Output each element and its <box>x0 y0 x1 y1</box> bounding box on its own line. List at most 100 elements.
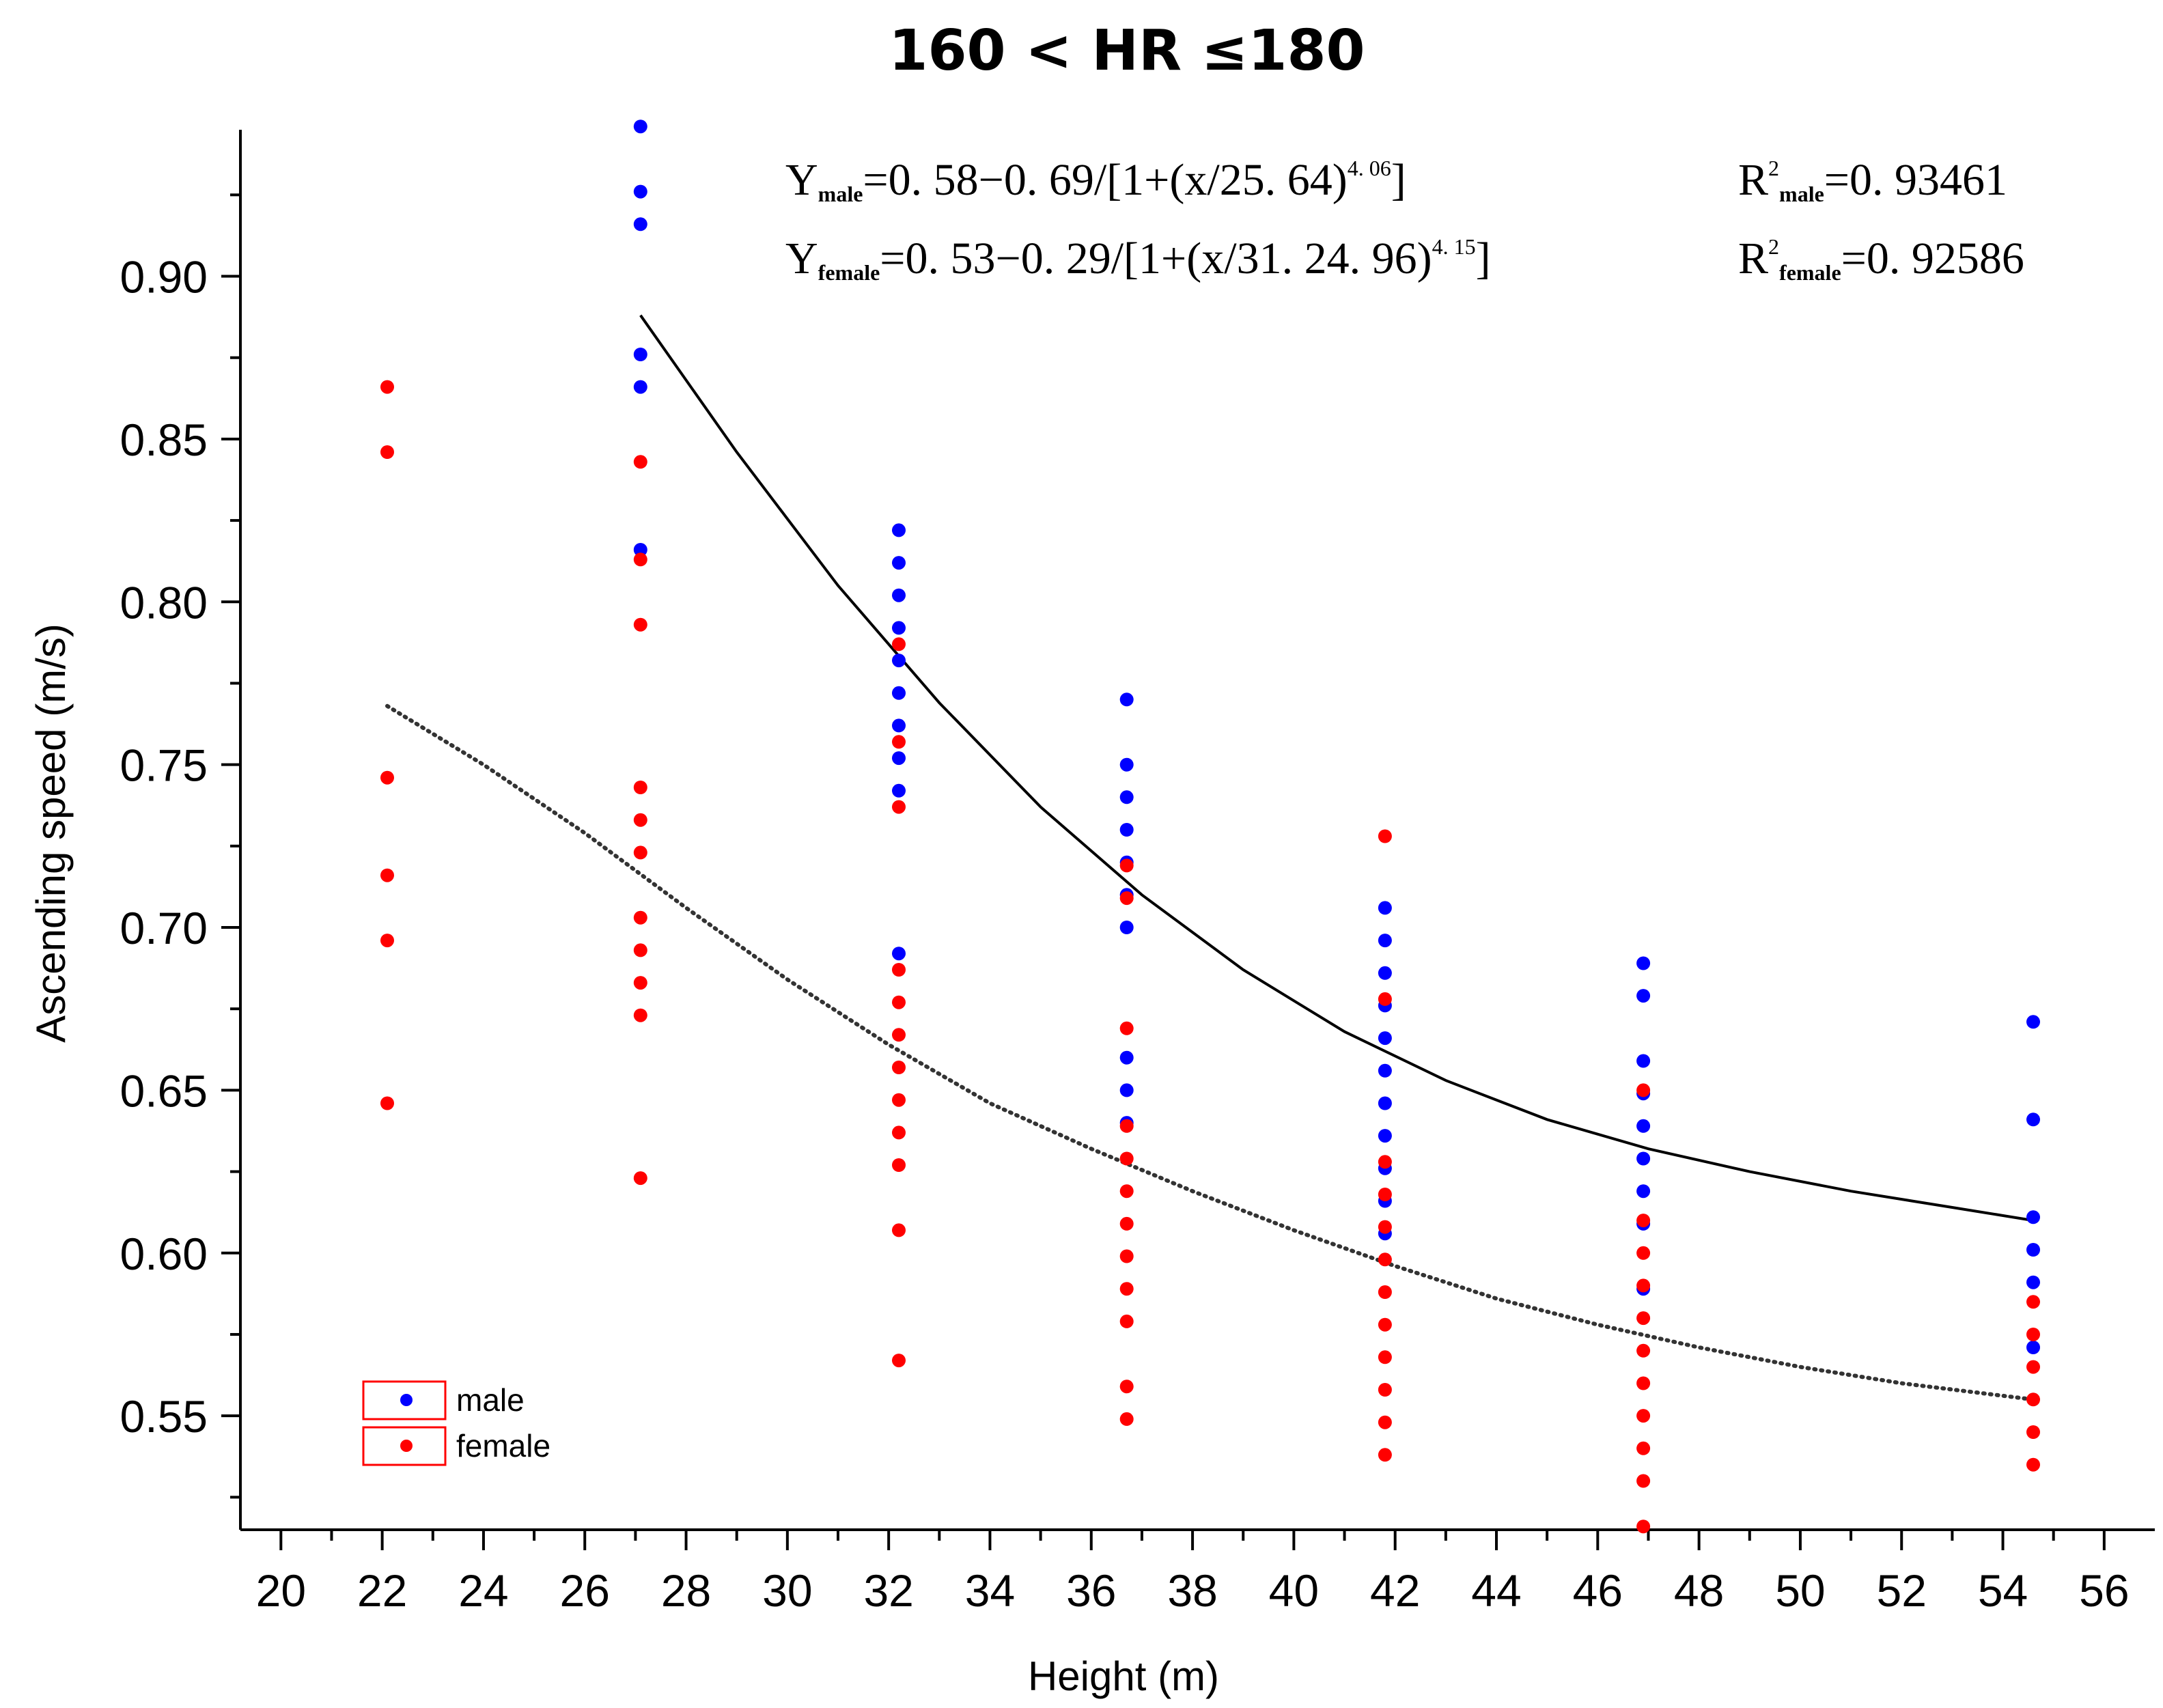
female-point <box>1378 1285 1392 1299</box>
legend-marker-female <box>400 1440 413 1452</box>
y-ticks: 0.55 0.60 0.65 0.70 0.75 0.80 0.85 0.90 <box>120 193 240 1499</box>
y-tick-label: 0.85 <box>120 415 208 465</box>
legend-label-male: male <box>456 1382 525 1418</box>
male-point <box>1378 966 1392 980</box>
male-point <box>1378 1129 1392 1143</box>
female-point <box>892 1125 906 1140</box>
female-point <box>1378 1350 1392 1364</box>
female-point <box>633 943 647 957</box>
female-fit-curve <box>385 703 2035 1402</box>
x-tick-label: 36 <box>1066 1565 1116 1616</box>
female-point <box>2026 1457 2040 1472</box>
female-point <box>1636 1214 1651 1228</box>
female-point <box>1119 1412 1134 1426</box>
equation-female: Yfemale=0. 53−0. 29/[1+(x/31. 24. 96)4. … <box>785 234 1491 285</box>
male-point <box>892 751 906 766</box>
female-point <box>1636 1083 1651 1097</box>
male-point <box>1636 1184 1651 1199</box>
female-point <box>2026 1328 2040 1341</box>
female-point <box>1119 1119 1134 1133</box>
female-point <box>1378 1448 1392 1462</box>
male-point <box>633 543 647 557</box>
female-point <box>380 1096 394 1110</box>
male-point <box>1636 956 1651 970</box>
male-point <box>892 556 906 570</box>
female-point <box>633 552 647 567</box>
male-point <box>1636 1119 1651 1133</box>
female-point <box>633 781 647 794</box>
female-point <box>633 845 647 860</box>
female-point <box>1378 1383 1392 1397</box>
legend-box-female <box>362 1426 447 1466</box>
x-tick-label: 20 <box>256 1565 306 1616</box>
female-point <box>1119 891 1134 906</box>
female-point <box>892 1093 906 1107</box>
female-point <box>633 1171 647 1186</box>
male-point <box>1636 1054 1651 1068</box>
y-axis-label: Ascending speed (m/s) <box>28 624 74 1043</box>
female-point <box>1378 1317 1392 1332</box>
female-point <box>1119 858 1134 873</box>
male-point <box>2026 1112 2040 1127</box>
male-point <box>2026 1341 2040 1354</box>
legend-marker-male <box>400 1394 413 1406</box>
male-point <box>892 783 906 798</box>
female-point <box>1119 1151 1134 1166</box>
equation-male: Ymale=0. 58−0. 69/[1+(x/25. 64)4. 06] <box>785 155 1406 206</box>
male-point <box>633 184 647 199</box>
male-point <box>633 120 647 134</box>
male-point <box>1378 1031 1392 1046</box>
female-point <box>1119 1184 1134 1199</box>
female-point <box>380 770 394 785</box>
female-point <box>892 735 906 749</box>
female-point <box>1378 992 1392 1006</box>
male-point <box>1119 823 1134 837</box>
male-point <box>2026 1015 2040 1029</box>
x-tick-label: 42 <box>1370 1565 1420 1616</box>
male-point <box>892 523 906 537</box>
axes <box>239 130 2155 1531</box>
female-point <box>892 1028 906 1042</box>
x-tick-label: 28 <box>661 1565 711 1616</box>
female-point <box>892 1158 906 1172</box>
male-point <box>892 947 906 961</box>
female-point <box>892 800 906 814</box>
male-point <box>892 654 906 668</box>
x-tick-label: 30 <box>762 1565 812 1616</box>
male-point <box>633 348 647 361</box>
r-squared-female: R2female=0. 92586 <box>1738 234 2024 285</box>
female-point <box>1636 1409 1651 1423</box>
x-tick-label: 32 <box>863 1565 913 1616</box>
male-point <box>1378 901 1392 915</box>
female-point <box>892 1354 906 1368</box>
female-point <box>633 976 647 990</box>
female-point <box>1378 829 1392 843</box>
female-point <box>1636 1520 1651 1534</box>
x-tick-label: 24 <box>458 1565 508 1616</box>
female-point <box>2026 1360 2040 1374</box>
x-ticks: 20 22 24 26 28 30 32 34 36 38 40 42 44 46 48 50 52 54 56 <box>256 1530 2130 1616</box>
female-point <box>892 995 906 1009</box>
female-point <box>1636 1376 1651 1390</box>
y-tick-label: 0.60 <box>120 1229 208 1279</box>
female-point <box>380 934 394 948</box>
x-tick-label: 46 <box>1573 1565 1623 1616</box>
female-point <box>1378 1220 1392 1234</box>
male-point <box>892 718 906 733</box>
female-point <box>1636 1311 1651 1326</box>
male-point <box>633 380 647 394</box>
x-tick-label: 48 <box>1674 1565 1724 1616</box>
female-point <box>1378 1188 1392 1201</box>
male-point <box>1378 1063 1392 1078</box>
female-point <box>2026 1295 2040 1309</box>
x-tick-label: 38 <box>1167 1565 1217 1616</box>
male-point <box>1378 934 1392 948</box>
female-point <box>380 380 394 394</box>
fit-curves <box>385 314 2035 1402</box>
y-tick-label: 0.70 <box>120 903 208 953</box>
male-point <box>1378 1096 1392 1110</box>
female-point <box>892 1061 906 1074</box>
female-point <box>892 637 906 652</box>
legend-label-female: female <box>456 1428 550 1464</box>
male-point <box>1636 989 1651 1003</box>
